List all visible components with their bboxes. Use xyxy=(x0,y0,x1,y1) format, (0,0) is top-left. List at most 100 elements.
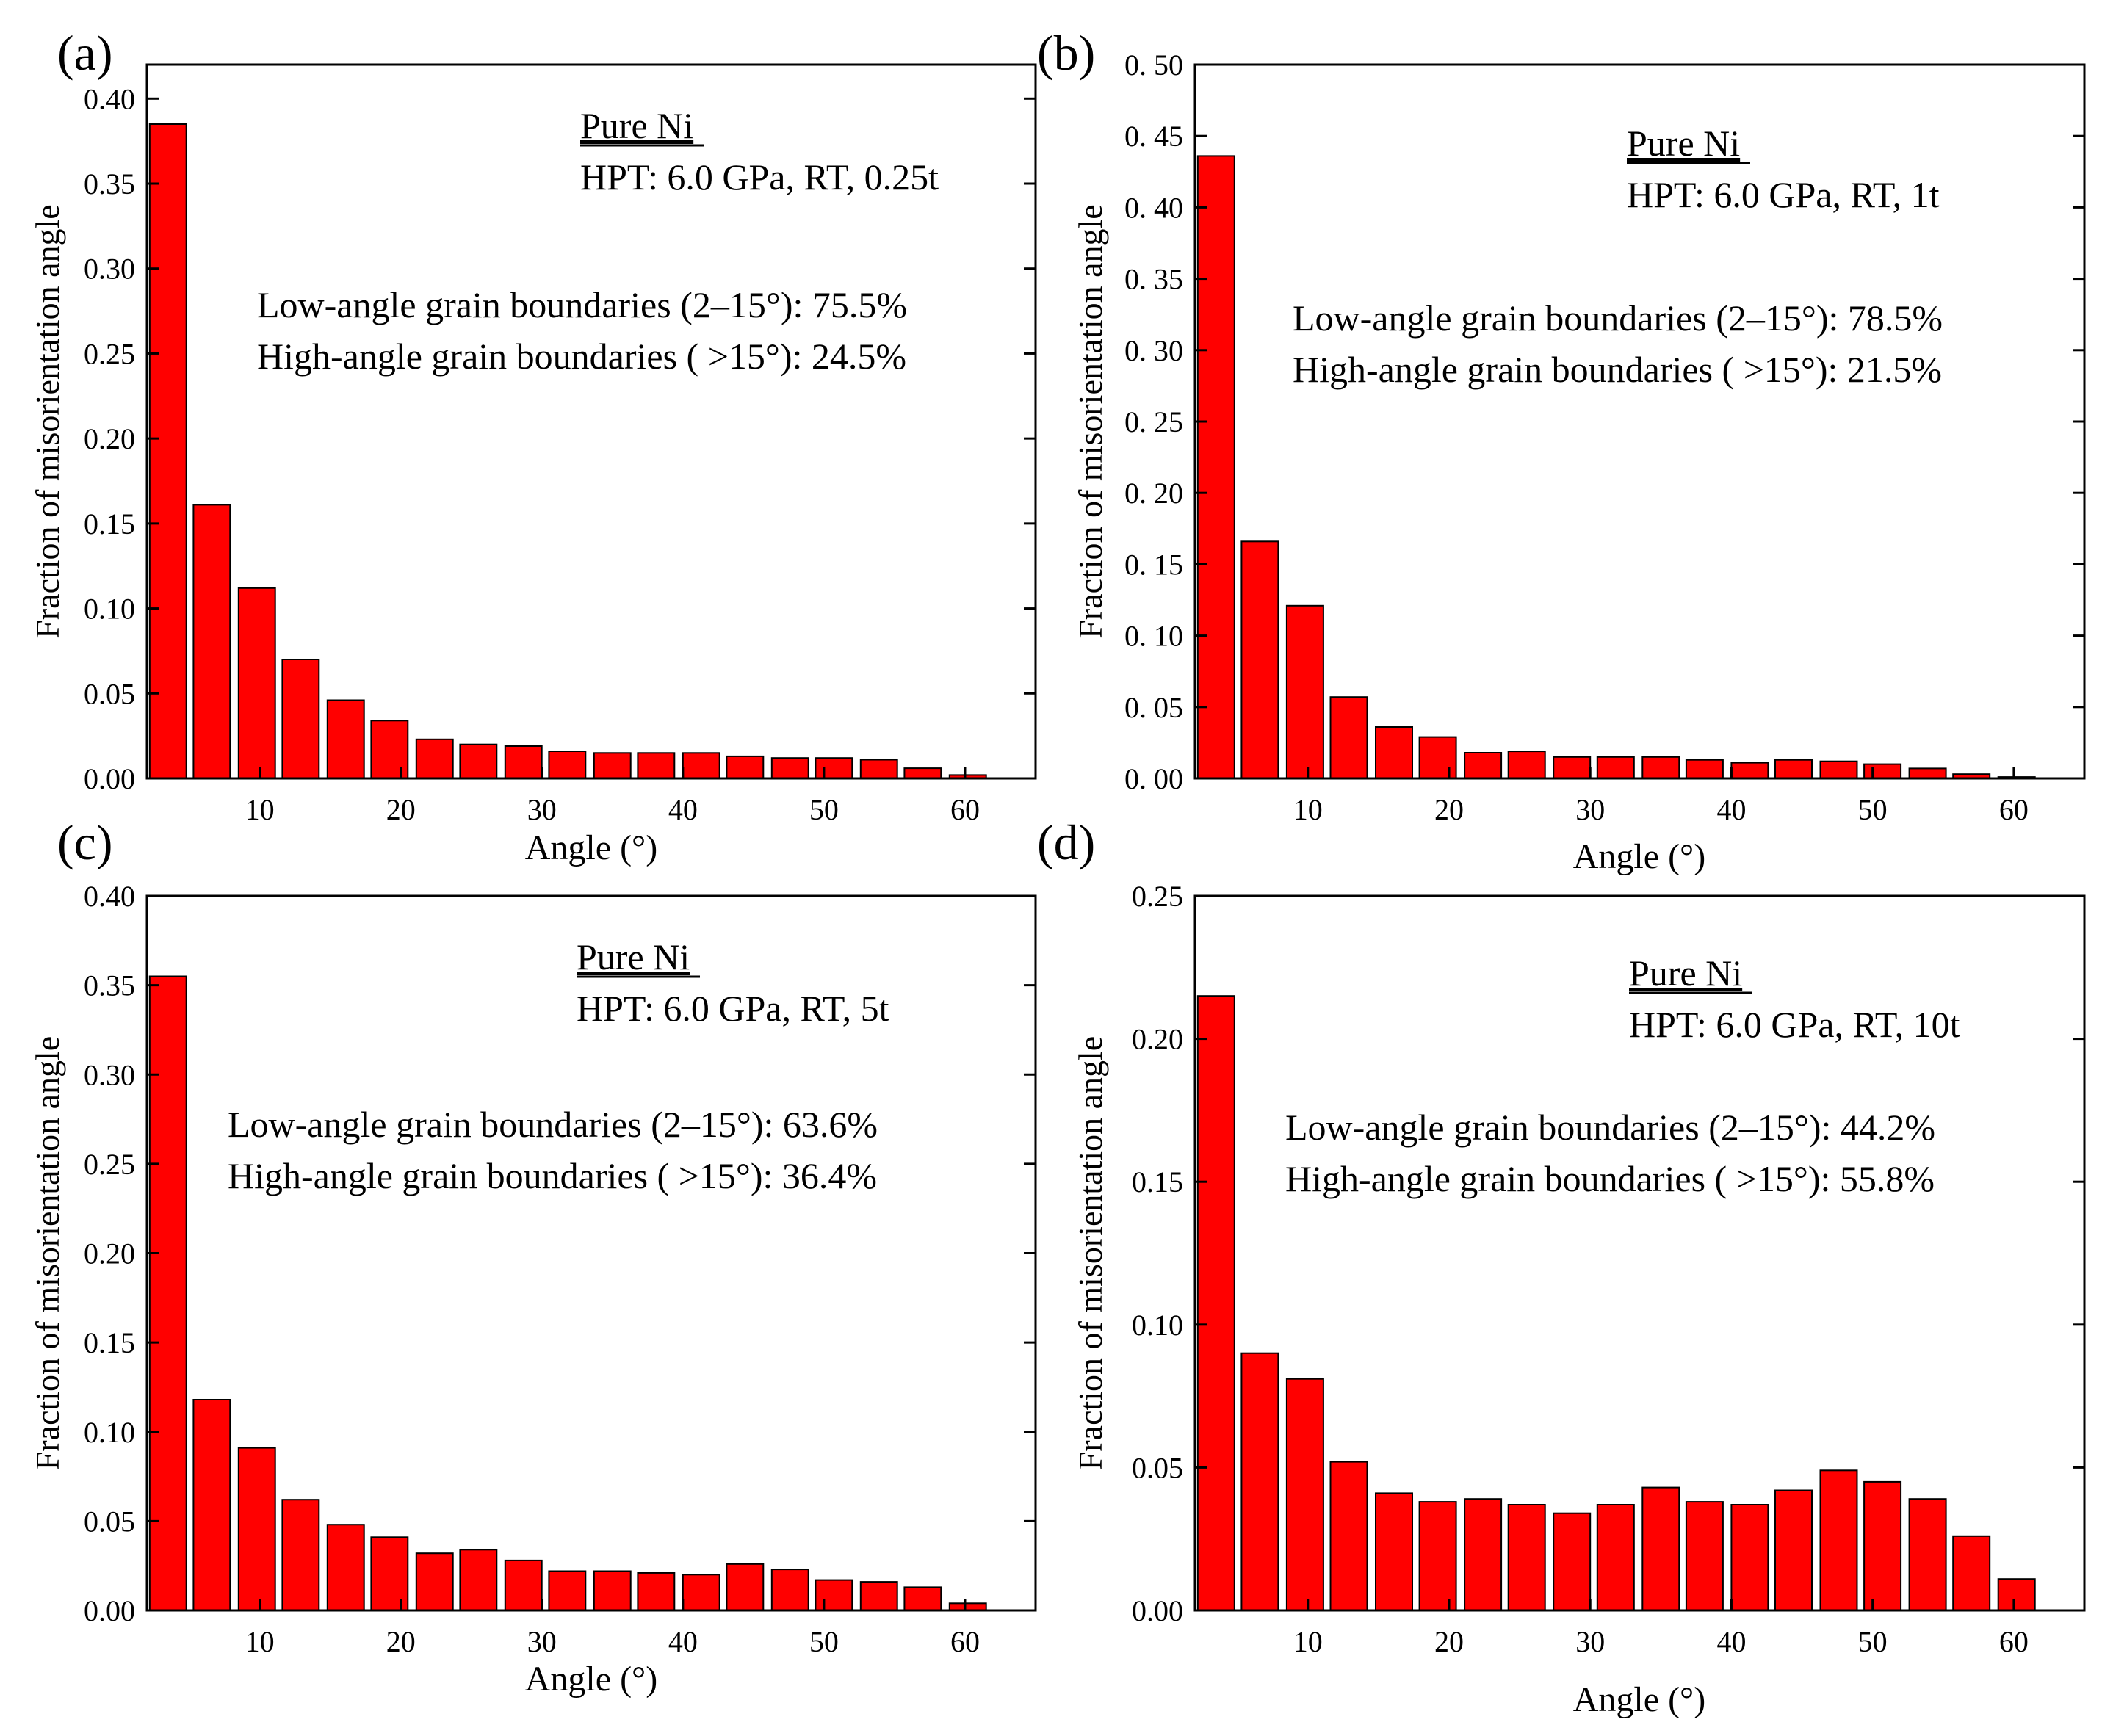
y-tick-label: 0. 50 xyxy=(1124,48,1183,82)
y-tick-label: 0.30 xyxy=(84,253,135,286)
bar xyxy=(1196,155,1235,779)
bar xyxy=(281,659,320,779)
y-tick-label: 0. 30 xyxy=(1124,334,1183,367)
plot-frame xyxy=(145,63,1037,780)
panel-label: (a) xyxy=(57,25,112,81)
sample-title: Pure Ni xyxy=(1627,123,1740,164)
bar xyxy=(859,1581,898,1612)
y-axis-label: Fraction of misorientation angle xyxy=(1072,204,1109,638)
x-axis-label: Angle (°) xyxy=(525,828,657,867)
bar xyxy=(1418,736,1457,779)
bar xyxy=(637,1572,676,1611)
process-condition: HPT: 6.0 GPa, RT, 1t xyxy=(1627,174,1940,215)
bar xyxy=(1774,1489,1813,1611)
bar xyxy=(548,751,587,779)
y-tick-label: 0. 05 xyxy=(1124,691,1183,724)
x-tick-label: 60 xyxy=(1999,1625,2029,1658)
y-tick-label: 0. 25 xyxy=(1124,405,1183,438)
x-tick-label: 50 xyxy=(1858,1625,1888,1658)
bar xyxy=(192,504,231,780)
y-tick-label: 0. 35 xyxy=(1124,263,1183,296)
bar xyxy=(1375,726,1413,779)
bar xyxy=(1863,1480,1902,1612)
bar xyxy=(1553,756,1592,780)
bar xyxy=(1375,1492,1413,1612)
sample-title: Pure Ni xyxy=(577,936,690,977)
y-axis-label: Fraction of misorientation angle xyxy=(1072,1036,1109,1470)
bar xyxy=(281,1499,320,1611)
x-tick-label: 40 xyxy=(1716,793,1746,826)
bar xyxy=(1774,759,1813,779)
bar xyxy=(682,1574,720,1612)
x-tick-label: 20 xyxy=(386,793,416,826)
bar xyxy=(192,1399,231,1611)
y-tick-label: 0. 15 xyxy=(1124,548,1183,581)
bar xyxy=(459,1549,498,1612)
x-tick-label: 40 xyxy=(668,1625,698,1658)
x-tick-label: 50 xyxy=(809,1625,839,1658)
bar xyxy=(548,1570,587,1611)
bar xyxy=(1464,1498,1503,1611)
bar xyxy=(1730,1504,1769,1611)
panel-a: 0.00 0.05 0.10 0.15 0.20 0.25 0.30 0.35 0.40 10 20… xyxy=(29,25,1037,867)
bar xyxy=(1819,760,1858,779)
y-tick-label: 0.10 xyxy=(84,593,135,626)
bar xyxy=(903,1586,942,1611)
x-tick-label: 10 xyxy=(245,1625,275,1658)
y-tick-label: 0.05 xyxy=(1132,1451,1183,1484)
y-tick-label: 0.10 xyxy=(1132,1309,1183,1342)
bar xyxy=(1240,1352,1279,1611)
bar xyxy=(415,738,454,779)
bar xyxy=(726,755,765,780)
bar xyxy=(415,1552,454,1611)
x-tick-label: 30 xyxy=(527,793,557,826)
bar xyxy=(1553,1512,1592,1611)
bar xyxy=(726,1563,765,1612)
bar xyxy=(770,1569,809,1612)
bar xyxy=(1329,696,1368,780)
bar xyxy=(1596,1504,1635,1611)
bar xyxy=(1507,751,1546,779)
high-angle-fraction: High-angle grain boundaries ( >15°): 36.… xyxy=(228,1155,877,1196)
bar xyxy=(237,1447,276,1611)
y-tick-label: 0.35 xyxy=(84,969,135,1002)
x-tick-label: 30 xyxy=(527,1625,557,1658)
process-condition: HPT: 6.0 GPa, RT, 0.25t xyxy=(580,156,939,198)
y-tick-label: 0. 00 xyxy=(1124,762,1183,795)
y-tick-label: 0. 45 xyxy=(1124,120,1183,153)
y-tick-label: 0.00 xyxy=(84,762,135,795)
x-tick-label: 60 xyxy=(950,793,980,826)
y-tick-label: 0.30 xyxy=(84,1058,135,1091)
bar xyxy=(370,720,409,779)
bar xyxy=(1240,540,1279,779)
bar xyxy=(903,767,942,779)
x-tick-label: 60 xyxy=(950,1625,980,1658)
y-tick-label: 0.05 xyxy=(84,1505,135,1538)
high-angle-fraction: High-angle grain boundaries ( >15°): 24.… xyxy=(257,336,906,377)
bar xyxy=(459,743,498,780)
bar xyxy=(1641,1486,1680,1611)
bar xyxy=(1641,756,1680,780)
panel-label: (d) xyxy=(1037,814,1095,870)
bar xyxy=(370,1536,409,1612)
bar xyxy=(148,975,187,1611)
x-tick-label: 10 xyxy=(245,793,275,826)
bar xyxy=(1418,1501,1457,1611)
x-tick-label: 50 xyxy=(1858,793,1888,826)
bar xyxy=(1908,767,1947,780)
x-axis-label: Angle (°) xyxy=(1573,837,1705,876)
bar xyxy=(770,757,809,779)
x-tick-label: 20 xyxy=(386,1625,416,1658)
bar xyxy=(1952,1535,1991,1612)
bar xyxy=(504,1559,543,1611)
y-tick-label: 0.20 xyxy=(1132,1023,1183,1056)
y-tick-label: 0.25 xyxy=(1132,880,1183,913)
bar xyxy=(504,745,543,779)
bar xyxy=(1685,1501,1724,1611)
y-axis-label: Fraction of misorientation angle xyxy=(29,204,66,638)
bar xyxy=(326,1524,365,1611)
x-tick-label: 10 xyxy=(1293,793,1323,826)
panel-c: 0.00 0.05 0.10 0.15 0.20 0.25 0.30 0.35 0.40 10 20… xyxy=(29,814,1037,1699)
x-tick-label: 40 xyxy=(1716,1625,1746,1658)
